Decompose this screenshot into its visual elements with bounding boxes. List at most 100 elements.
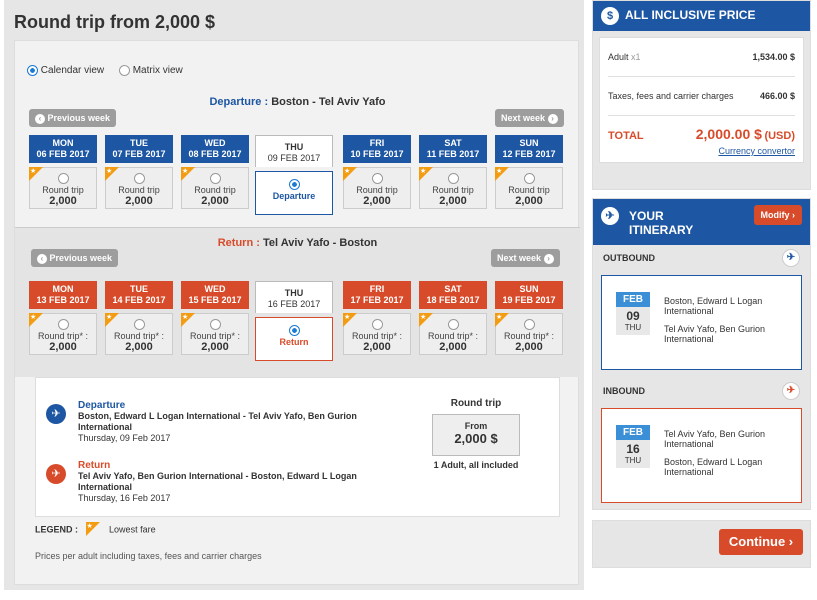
page-title: Round trip from 2,000 $ — [14, 12, 216, 32]
day-header: SUN 19 FEB 2017 — [495, 281, 563, 309]
fare-radio[interactable] — [447, 318, 459, 330]
fare-radio[interactable] — [133, 172, 145, 184]
fare-cell[interactable]: Round trip* :2,000 — [419, 313, 487, 355]
modify-button[interactable]: Modify › — [753, 205, 802, 225]
fare-radio[interactable] — [523, 172, 535, 184]
fare-radio[interactable] — [57, 172, 69, 184]
matrix-view-radio[interactable] — [118, 65, 130, 76]
legend-text: Lowest fare — [109, 524, 156, 535]
chevron-left-icon: ‹ — [35, 113, 45, 124]
plane-takeoff-icon: ✈ — [46, 404, 66, 424]
price-breakdown: Adult x1 1,534.00 $ Taxes, fees and carr… — [599, 37, 804, 163]
calendar-view-radio[interactable] — [27, 65, 38, 76]
currency-converter-link[interactable]: Currency convertor — [718, 146, 795, 156]
inbound-leg: FEB 16 THU Tel Aviv Yafo, Ben Gurion Int… — [601, 408, 802, 503]
lowest-fare-star-icon — [105, 313, 119, 327]
return-next-week-button[interactable]: Next week › — [491, 249, 560, 267]
fare-calendar-section: Round trip from 2,000 $ Calendar view Ma… — [4, 0, 584, 590]
day-header: SAT 18 FEB 2017 — [419, 281, 487, 309]
day-header: THU 09 FEB 2017 — [255, 135, 333, 167]
fare-radio[interactable] — [209, 172, 221, 184]
return-previous-week-button[interactable]: ‹ Previous week — [31, 249, 119, 267]
lowest-fare-star-icon — [181, 167, 195, 181]
matrix-view-label[interactable]: Matrix view — [132, 65, 183, 76]
selected-day-cell[interactable]: Return — [255, 317, 333, 361]
summary-price: 2,000 $ — [454, 431, 498, 446]
itinerary-header: ✈ YOUR ITINERARY Modify › — [593, 199, 810, 245]
fare-cell[interactable]: Round trip* :2,000 — [105, 313, 173, 355]
globe-icon: ✈ — [601, 207, 619, 225]
fare-radio[interactable] — [447, 172, 459, 184]
lowest-fare-star-icon — [105, 167, 119, 181]
inbound-date: FEB 16 THU — [616, 425, 650, 468]
fare-cell[interactable]: Round trip* :2,000 — [181, 313, 249, 355]
outbound-label: OUTBOUND ✈ — [593, 245, 810, 269]
outbound-to: Tel Aviv Yafo, Ben Gurion International — [664, 324, 766, 344]
adult-price-row: Adult x1 1,534.00 $ — [608, 38, 795, 77]
summary-from-label: From — [464, 421, 488, 431]
selected-day-cell[interactable]: Departure — [255, 171, 333, 215]
lowest-fare-star-icon — [29, 313, 43, 327]
fare-cell[interactable]: Round trip* :2,000 — [343, 313, 411, 355]
lowest-fare-star-icon — [419, 167, 433, 181]
fare-radio[interactable] — [57, 318, 69, 330]
inbound-label: INBOUND ✈ — [593, 378, 810, 402]
lowest-fare-star-icon — [181, 313, 195, 327]
fare-radio[interactable] — [209, 318, 221, 330]
plane-takeoff-icon: ✈ — [782, 249, 800, 267]
summary-passengers: 1 Adult, all included — [433, 460, 519, 470]
continue-bar: Continue › — [592, 520, 811, 568]
departure-day-thu[interactable]: THU 09 FEB 2017 Departure — [255, 135, 333, 215]
fare-cell[interactable]: Round trip* :2,000 — [495, 313, 563, 355]
summary-return-date: Thursday, 16 Feb 2017 — [78, 493, 171, 503]
fare-radio[interactable] — [371, 318, 383, 330]
fare-radio[interactable] — [523, 318, 535, 330]
day-header: SUN 12 FEB 2017 — [495, 135, 563, 163]
selected-radio[interactable] — [288, 178, 300, 190]
fare-radio[interactable] — [133, 318, 145, 330]
day-header: THU 16 FEB 2017 — [255, 281, 333, 313]
price-panel: $ ALL INCLUSIVE PRICE Adult x1 1,534.00 $… — [592, 0, 811, 190]
total-price-row: TOTAL 2,000.00 $ (USD) — [608, 126, 795, 142]
day-header: SAT 11 FEB 2017 — [419, 135, 487, 163]
price-panel-header: $ ALL INCLUSIVE PRICE — [593, 1, 810, 31]
outbound-leg: FEB 09 THU Boston, Edward L Logan Intern… — [601, 275, 802, 370]
plane-landing-icon: ✈ — [46, 464, 66, 484]
departure-next-week-button[interactable]: Next week › — [495, 109, 564, 127]
fare-radio[interactable] — [371, 172, 383, 184]
day-header: TUE 07 FEB 2017 — [105, 135, 173, 163]
inbound-to: Boston, Edward L Logan International — [664, 457, 763, 477]
plane-landing-icon: ✈ — [782, 382, 800, 400]
fare-cell[interactable]: Round trip* :2,000 — [29, 313, 97, 355]
outbound-from: Boston, Edward L Logan International — [664, 296, 763, 316]
chevron-right-icon: › — [543, 253, 554, 264]
outbound-date: FEB 09 THU — [616, 292, 650, 335]
return-day-thu[interactable]: THU 16 FEB 2017 Return — [255, 281, 333, 361]
continue-button[interactable]: Continue › — [719, 529, 803, 555]
departure-previous-week-button[interactable]: ‹ Previous week — [29, 109, 117, 127]
selected-radio[interactable] — [288, 324, 300, 336]
departure-heading: Departure : Boston - Tel Aviv Yafo — [209, 96, 386, 108]
trip-summary: ✈ Departure Boston, Edward L Logan Inter… — [35, 377, 560, 517]
calendar-view-label[interactable]: Calendar view — [40, 65, 105, 76]
chevron-left-icon: ‹ — [37, 253, 47, 264]
lowest-fare-star-icon — [343, 167, 357, 181]
